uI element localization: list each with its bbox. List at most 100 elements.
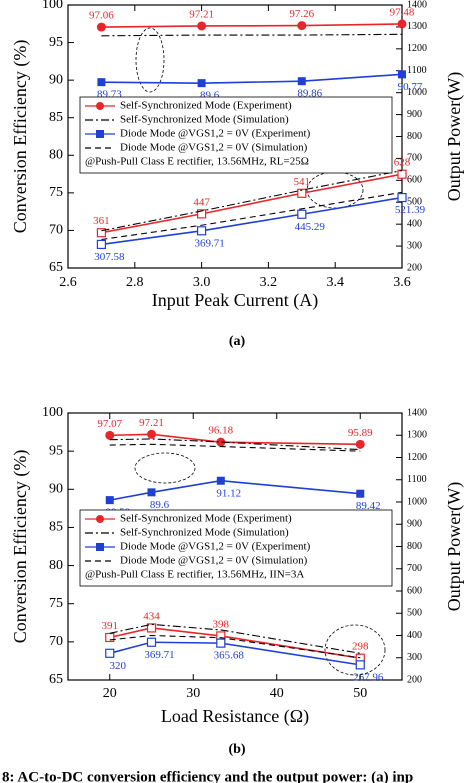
series-line [101, 169, 403, 232]
y-tick-label: 85 [49, 520, 63, 535]
annotation-ellipse [324, 624, 386, 676]
y-tick-label: 100 [42, 0, 63, 12]
y-tick-label: 75 [49, 185, 63, 200]
marker [355, 439, 365, 449]
legend-box [79, 96, 393, 174]
marker [96, 228, 107, 238]
marker [105, 632, 115, 643]
y-tick-label: 95 [49, 35, 63, 50]
series-line [109, 433, 361, 446]
y2-tick-label: 700 [407, 563, 422, 574]
series-line [109, 438, 361, 451]
x-tick-label: 40 [270, 686, 284, 701]
data-label: 97.21 [139, 417, 164, 429]
data-label: 91.12 [216, 487, 241, 499]
series-line [101, 23, 403, 28]
data-label: 97.26 [289, 8, 314, 20]
marker [197, 79, 206, 88]
legend-label: Diode Mode @VGS1,2 = 0V (Simulation) [120, 555, 308, 567]
data-label: 369.71 [194, 237, 224, 249]
marker [105, 648, 115, 658]
y-tick-label: 90 [49, 72, 63, 87]
y-tick-label: 95 [49, 443, 63, 458]
x-tick-label: 30 [186, 686, 200, 701]
marker [216, 638, 226, 648]
data-label: 398 [213, 618, 230, 630]
y2-tick-label: 900 [407, 519, 422, 530]
legend-marker [96, 543, 104, 551]
marker [105, 430, 115, 440]
data-label: 541 [294, 176, 311, 188]
marker [147, 488, 156, 497]
data-label: 521.39 [395, 204, 426, 216]
y2-tick-label: 1000 [407, 496, 427, 507]
marker [96, 239, 107, 250]
data-label: 90.77 [398, 81, 423, 93]
data-label: 89.42 [356, 500, 381, 512]
legend-box [79, 509, 393, 587]
data-label: 267.96 [353, 671, 384, 683]
y2-tick-label: 700 [407, 153, 422, 164]
legend-label: Diode Mode @VGS1,2 = 0V (Experiment) [120, 541, 311, 553]
annotation: @Push-Pull Class E rectifier, 13.56MHz, … [85, 156, 309, 168]
y2-tick-label: 1100 [407, 474, 427, 485]
x-tick-label: 3.4 [326, 275, 344, 290]
y2-tick-label: 300 [407, 240, 422, 251]
y2-tick-label: 600 [407, 175, 422, 186]
marker [297, 209, 307, 219]
marker [96, 22, 106, 32]
data-label: 365.68 [214, 650, 245, 662]
x-axis-label: Input Peak Current (A) [152, 290, 318, 311]
panel-label: (a) [229, 334, 246, 349]
y2-tick-label: 500 [407, 608, 422, 619]
x-axis-label: Load Resistance (Ω) [161, 706, 309, 727]
y-tick-label: 90 [49, 482, 63, 497]
panel-label: (b) [228, 742, 245, 757]
y2-axis-label: Output Power(W) [444, 72, 465, 201]
y2-tick-label: 900 [407, 109, 422, 120]
x-tick-label: 3.0 [193, 275, 211, 290]
marker [197, 226, 207, 236]
marker [297, 21, 307, 31]
series-line [109, 623, 361, 654]
y2-axis-label: Output Power(W) [444, 482, 465, 611]
annotation: @Push-Pull Class E rectifier, 13.56MHz, … [85, 569, 304, 581]
y2-tick-label: 800 [407, 131, 422, 142]
marker [397, 169, 407, 179]
y2-tick-label: 800 [407, 541, 422, 552]
y-tick-label: 70 [49, 634, 63, 649]
y2-tick-label: 200 [407, 262, 422, 273]
y-tick-label: 65 [49, 672, 63, 687]
x-tick-label: 20 [103, 686, 117, 701]
series-line [109, 641, 361, 666]
data-label: 361 [93, 215, 110, 227]
data-label: 95.89 [348, 427, 373, 439]
x-tick-label: 2.8 [126, 275, 144, 290]
data-label: 434 [143, 610, 160, 622]
data-label: 447 [193, 196, 210, 208]
y2-tick-label: 400 [407, 218, 422, 229]
series-line [109, 627, 361, 659]
marker [216, 437, 226, 447]
marker [146, 637, 157, 647]
y-tick-label: 70 [49, 223, 63, 238]
marker [146, 623, 157, 633]
series-line [101, 191, 403, 241]
data-label: 298 [352, 641, 369, 653]
marker [297, 77, 306, 86]
series-line [101, 33, 403, 37]
y2-tick-label: 1200 [407, 43, 427, 54]
legend-marker [96, 102, 104, 110]
y2-tick-label: 200 [407, 674, 422, 685]
data-label: 96.18 [208, 425, 233, 437]
marker [397, 19, 407, 29]
data-label: 97.07 [97, 418, 122, 430]
series-line [109, 443, 361, 452]
y-axis-label: Conversion Efficiency (%) [10, 450, 31, 644]
marker [105, 496, 114, 505]
y-tick-label: 75 [49, 596, 63, 611]
x-tick-label: 3.2 [260, 275, 278, 290]
data-label: 320 [110, 660, 127, 672]
marker [356, 489, 365, 498]
